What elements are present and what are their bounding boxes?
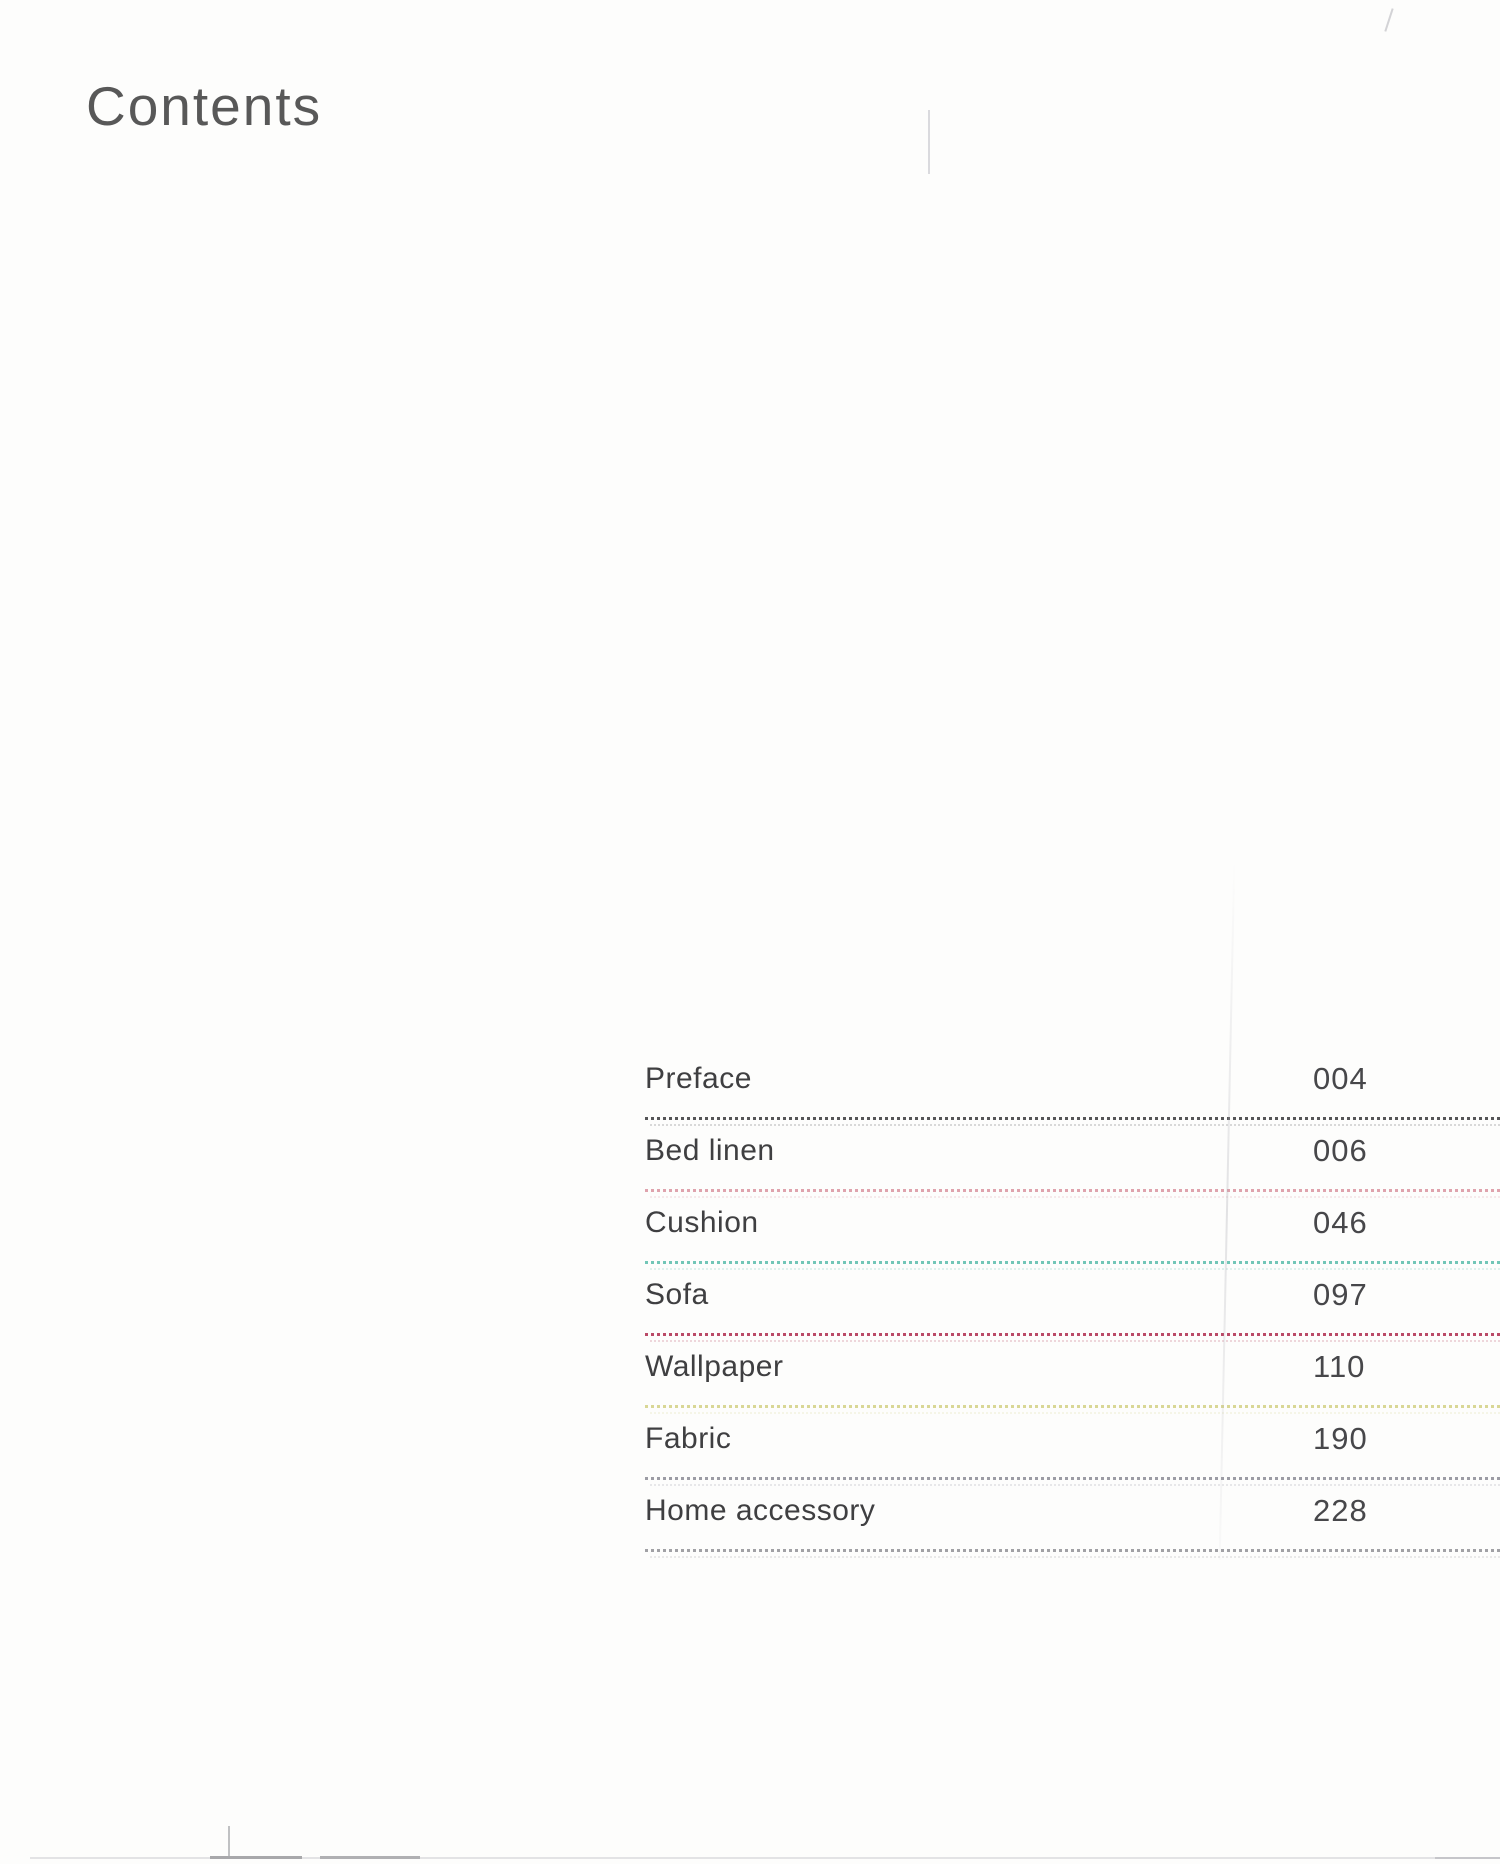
toc-row: Wallpaper 110	[645, 1348, 1500, 1420]
toc-row: Fabric 190	[645, 1420, 1500, 1492]
toc-row: Home accessory 228	[645, 1492, 1500, 1564]
dotted-divider	[645, 1117, 1500, 1126]
scan-edge-mark	[228, 1826, 230, 1856]
toc-entry-label: Preface	[645, 1062, 752, 1095]
dotted-divider	[645, 1405, 1500, 1414]
scan-edge-line	[30, 1857, 1500, 1859]
page-title: Contents	[86, 74, 323, 137]
scan-crease	[928, 110, 930, 174]
toc-row: Preface 004	[645, 1060, 1500, 1132]
toc-row: Sofa 097	[645, 1276, 1500, 1348]
table-of-contents: Preface 004 Bed linen 006 Cushion 046 So…	[645, 1060, 1500, 1564]
toc-entry-label: Sofa	[645, 1278, 709, 1311]
scan-edge-mark	[320, 1856, 420, 1859]
toc-entry-page-number: 004	[1313, 1061, 1368, 1096]
toc-entry-page-number: 006	[1313, 1133, 1368, 1168]
toc-entry-label: Cushion	[645, 1206, 759, 1239]
dotted-divider	[645, 1333, 1500, 1342]
dotted-divider	[645, 1189, 1500, 1198]
dotted-divider	[645, 1549, 1500, 1558]
scan-edge-mark	[210, 1856, 302, 1859]
toc-entry-label: Fabric	[645, 1422, 732, 1455]
toc-row: Bed linen 006	[645, 1132, 1500, 1204]
toc-entry-label: Home accessory	[645, 1494, 876, 1527]
toc-entry-page-number: 228	[1313, 1493, 1368, 1528]
toc-entry-page-number: 046	[1313, 1205, 1368, 1240]
toc-entry-page-number: 110	[1313, 1349, 1366, 1384]
toc-entry-label: Bed linen	[645, 1134, 775, 1167]
dotted-divider	[645, 1477, 1500, 1486]
toc-row: Cushion 046	[645, 1204, 1500, 1276]
dotted-divider	[645, 1261, 1500, 1270]
scan-speck	[1384, 8, 1394, 32]
scan-edge-mark	[1435, 1857, 1500, 1859]
toc-entry-page-number: 190	[1313, 1421, 1368, 1456]
toc-entry-page-number: 097	[1313, 1277, 1368, 1312]
toc-entry-label: Wallpaper	[645, 1350, 784, 1383]
